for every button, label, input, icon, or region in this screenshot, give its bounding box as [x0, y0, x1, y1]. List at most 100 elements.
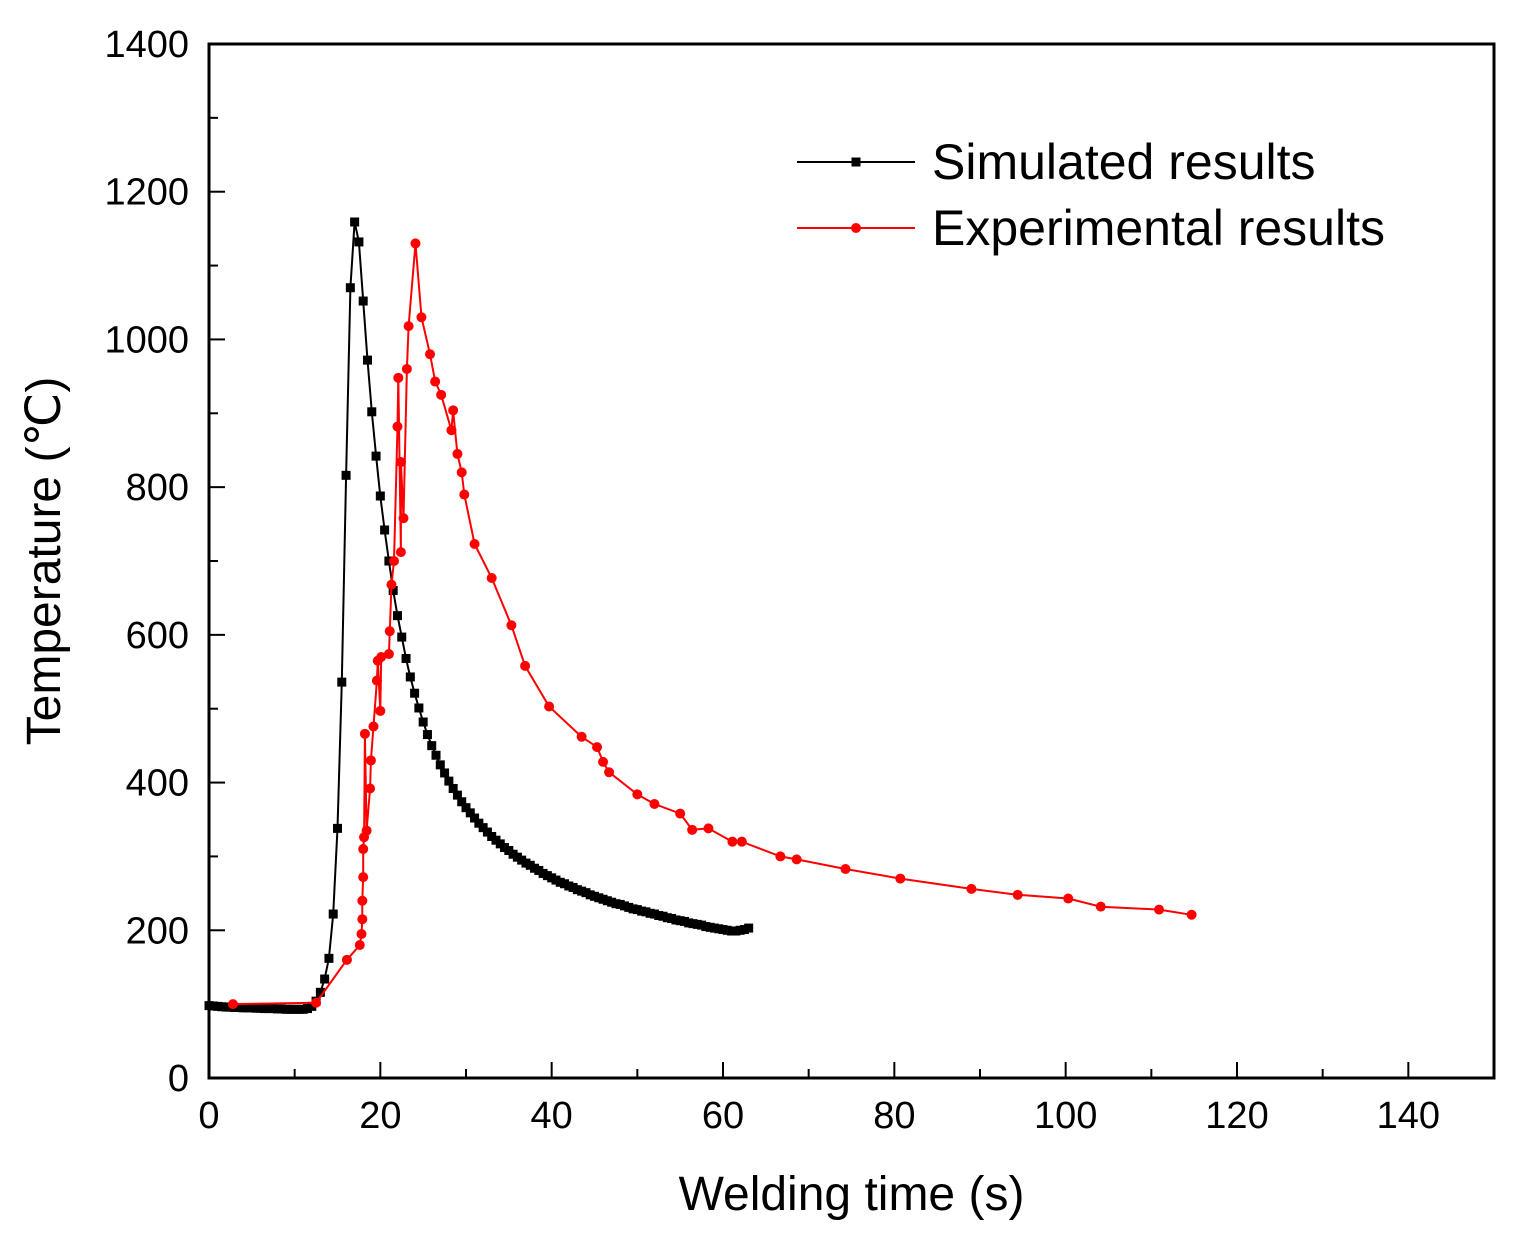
data-point-experimental — [459, 489, 470, 500]
data-point-experimental — [1012, 889, 1023, 900]
data-point-experimental — [393, 372, 404, 383]
data-point-simulated — [422, 730, 432, 740]
data-point-experimental — [895, 873, 906, 884]
data-point-experimental — [359, 728, 370, 739]
data-point-experimental — [376, 652, 387, 663]
data-point-experimental — [311, 997, 322, 1008]
x-tick-label: 80 — [873, 1095, 915, 1137]
data-point-experimental — [520, 660, 531, 671]
y-axis-title: Temperature (℃) — [18, 377, 71, 746]
data-point-experimental — [506, 620, 517, 631]
data-point-simulated — [405, 672, 415, 682]
data-point-experimental — [469, 539, 480, 550]
data-point-simulated — [431, 750, 441, 760]
data-point-simulated — [744, 923, 754, 933]
data-point-experimental — [675, 808, 686, 819]
y-tick-label: 600 — [126, 615, 189, 657]
x-tick-label: 20 — [359, 1095, 401, 1137]
x-tick-label: 100 — [1034, 1095, 1097, 1137]
data-point-experimental — [371, 675, 382, 686]
y-tick-label: 200 — [126, 910, 189, 952]
legend-marker-experimental — [851, 223, 861, 233]
data-point-simulated — [333, 823, 342, 833]
data-point-simulated — [388, 586, 398, 596]
data-point-experimental — [632, 789, 643, 800]
series-line-experimental — [232, 243, 1192, 1006]
data-point-experimental — [356, 928, 367, 939]
data-point-experimental — [452, 448, 463, 459]
data-point-experimental — [365, 783, 376, 794]
data-point-simulated — [358, 296, 368, 306]
data-point-simulated — [384, 556, 394, 566]
data-point-simulated — [315, 987, 325, 997]
series-layer — [204, 217, 1197, 1014]
y-tick-label: 1200 — [104, 172, 189, 214]
data-point-simulated — [461, 803, 471, 813]
x-tick-label: 0 — [198, 1095, 219, 1137]
data-point-experimental — [1154, 904, 1165, 915]
data-point-simulated — [371, 451, 381, 461]
data-point-experimental — [649, 798, 660, 809]
data-point-experimental — [598, 756, 609, 767]
data-point-simulated — [410, 688, 420, 698]
data-point-simulated — [380, 525, 390, 535]
data-point-experimental — [1063, 893, 1074, 904]
data-point-simulated — [354, 237, 364, 247]
data-point-experimental — [448, 405, 459, 416]
x-tick-label: 140 — [1377, 1095, 1440, 1137]
data-point-experimental — [403, 321, 414, 332]
data-point-simulated — [350, 217, 360, 227]
data-point-experimental — [592, 742, 603, 753]
data-point-experimental — [358, 844, 369, 855]
data-point-experimental — [966, 883, 977, 894]
y-tick-label: 1000 — [104, 319, 189, 361]
data-point-experimental — [430, 376, 441, 387]
data-point-experimental — [398, 513, 409, 524]
data-point-experimental — [383, 649, 394, 660]
data-point-simulated — [341, 470, 351, 480]
data-point-experimental — [357, 895, 368, 906]
legend-label-experimental: Experimental results — [932, 200, 1385, 256]
data-point-simulated — [324, 953, 334, 963]
x-axis-title: Welding time (s) — [679, 1168, 1025, 1221]
data-point-simulated — [414, 703, 424, 713]
data-point-simulated — [457, 797, 467, 807]
axis-ticks — [208, 43, 1495, 1079]
data-point-experimental — [386, 579, 397, 590]
data-point-experimental — [687, 824, 698, 835]
data-point-simulated — [392, 611, 402, 621]
x-tick-label: 120 — [1205, 1095, 1268, 1137]
data-point-simulated — [440, 768, 450, 778]
legend-label-simulated: Simulated results — [932, 134, 1316, 190]
data-point-experimental — [775, 851, 786, 862]
x-tick-label: 40 — [531, 1095, 573, 1137]
y-tick-label: 0 — [168, 1058, 189, 1100]
data-point-experimental — [604, 767, 615, 778]
data-point-simulated — [465, 808, 475, 818]
data-point-simulated — [435, 760, 445, 770]
data-point-experimental — [436, 389, 447, 400]
data-point-experimental — [361, 825, 372, 836]
data-point-experimental — [389, 556, 400, 566]
data-point-experimental — [576, 731, 587, 742]
data-point-experimental — [544, 701, 555, 712]
axis-tick-labels: 0 20 40 60 80 100 120 1400200400600800100012001… — [104, 24, 1440, 1137]
y-tick-label: 800 — [126, 467, 189, 509]
x-tick-label: 60 — [702, 1095, 744, 1137]
y-tick-label: 400 — [126, 763, 189, 805]
data-point-simulated — [362, 355, 372, 365]
legend-marker-simulated — [851, 157, 861, 167]
data-point-experimental — [410, 238, 421, 249]
data-point-experimental — [384, 626, 395, 637]
data-point-experimental — [341, 954, 352, 965]
data-point-experimental — [368, 721, 379, 732]
data-point-experimental — [358, 872, 369, 883]
data-point-experimental — [791, 854, 802, 865]
data-point-experimental — [486, 572, 497, 583]
data-point-experimental — [375, 705, 386, 716]
legend: Simulated results Experimental results — [797, 134, 1385, 256]
data-point-experimental — [395, 457, 406, 468]
data-point-experimental — [416, 312, 427, 323]
data-point-simulated — [397, 632, 407, 642]
